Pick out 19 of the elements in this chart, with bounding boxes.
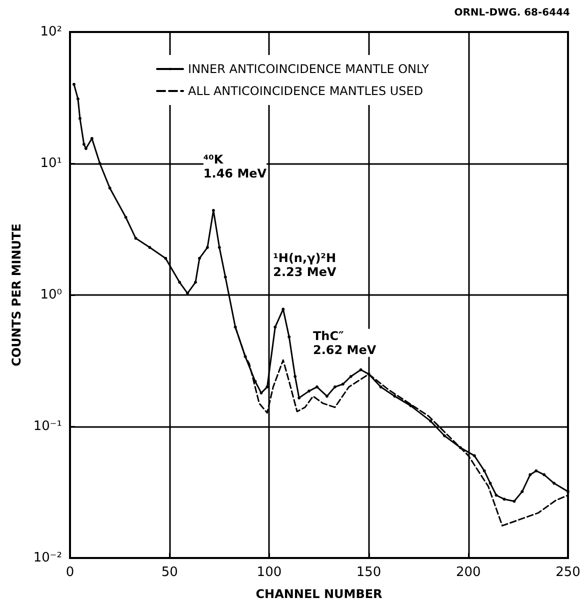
x-tick-label: 200 <box>456 565 481 580</box>
legend-label: ALL ANTICOINCIDENCE MANTLES USED <box>188 84 424 98</box>
y-tick-label: 10² <box>40 24 62 40</box>
annotation: ThC″ 2.62 MeV <box>312 328 377 357</box>
y-tick-label: 10⁻¹ <box>33 419 62 434</box>
x-tick-label: 250 <box>556 565 580 580</box>
y-tick-label: 10⁻² <box>33 550 62 566</box>
x-tick-label: 100 <box>256 565 282 580</box>
x-tick-label: 50 <box>161 565 178 580</box>
legend-label: INNER ANTICOINCIDENCE MANTLE ONLY <box>188 62 430 76</box>
y-tick-label: 10¹ <box>40 156 62 171</box>
y-tick-label: 10⁰ <box>40 288 62 302</box>
y-axis-title: COUNTS PER MINUTE <box>9 224 24 366</box>
x-axis-title: CHANNEL NUMBER <box>256 587 382 601</box>
annotation: ⁴⁰K 1.46 MeV <box>203 152 268 180</box>
text: ORNL-DWG. 68-6444 <box>454 8 570 18</box>
x-tick-label: 0 <box>66 565 74 580</box>
x-tick-label: 150 <box>356 565 382 580</box>
annotation: ¹H(n,γ)²H 2.23 MeV <box>273 251 338 280</box>
